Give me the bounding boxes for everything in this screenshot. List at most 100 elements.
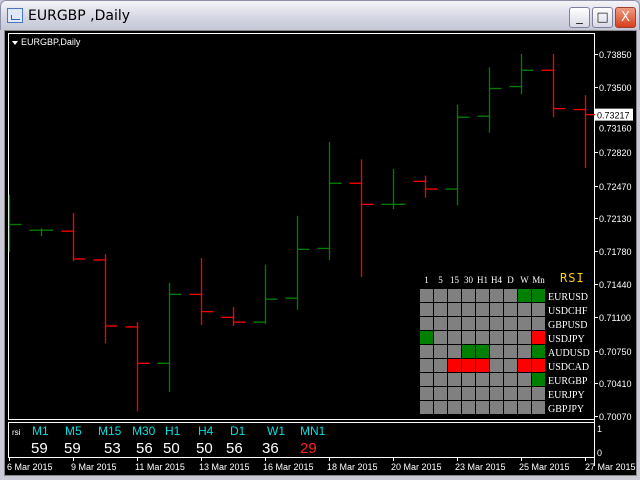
price-label: 0.70070 bbox=[599, 412, 632, 422]
rsi-matrix-cell bbox=[518, 317, 531, 330]
rsi-matrix-cell bbox=[518, 331, 531, 344]
rsi-matrix-cell bbox=[462, 303, 475, 316]
window-title: EURGBP ,Daily bbox=[28, 8, 131, 24]
rsi-matrix-pair-label: USDCAD bbox=[548, 362, 589, 373]
rsi-matrix-cell bbox=[448, 373, 461, 386]
rsi-value: 50 bbox=[196, 440, 213, 457]
rsi-timeframe-label: M1 bbox=[32, 424, 49, 438]
rsi-timeframe-label: H1 bbox=[165, 424, 181, 438]
rsi-matrix-cell bbox=[448, 289, 461, 302]
rsi-matrix-cell bbox=[532, 289, 545, 302]
rsi-matrix-cell bbox=[532, 373, 545, 386]
rsi-matrix-cell bbox=[462, 345, 475, 358]
maximize-button[interactable]: □ bbox=[592, 7, 613, 28]
rsi-matrix-cell bbox=[518, 373, 531, 386]
rsi-matrix-cell bbox=[448, 317, 461, 330]
rsi-matrix-cell bbox=[504, 345, 517, 358]
rsi-timeframe-label: M5 bbox=[65, 424, 82, 438]
rsi-matrix-pair-label: EURUSD bbox=[548, 292, 588, 303]
date-label: 6 Mar 2015 bbox=[7, 462, 53, 472]
rsi-matrix-cell bbox=[448, 303, 461, 316]
current-price-label: 0.73217 bbox=[597, 111, 630, 121]
rsi-matrix-cell bbox=[462, 331, 475, 344]
rsi-matrix-title: RSI bbox=[560, 271, 585, 285]
rsi-matrix-cell bbox=[448, 345, 461, 358]
date-label: 23 Mar 2015 bbox=[455, 462, 506, 472]
rsi-matrix-cell bbox=[490, 317, 503, 330]
date-label: 18 Mar 2015 bbox=[327, 462, 378, 472]
rsi-matrix-cell bbox=[532, 345, 545, 358]
minimize-button[interactable]: _ bbox=[569, 7, 590, 28]
rsi-matrix-pair-label: USDJPY bbox=[548, 334, 585, 345]
rsi-timeframe-label: M30 bbox=[132, 424, 156, 438]
rsi-matrix-cell bbox=[462, 317, 475, 330]
rsi-matrix-cell bbox=[504, 373, 517, 386]
rsi-matrix-cell bbox=[448, 401, 461, 414]
price-label: 0.73850 bbox=[599, 50, 632, 60]
rsi-matrix-cell bbox=[504, 303, 517, 316]
rsi-matrix-cell bbox=[420, 359, 433, 372]
rsi-matrix-cell bbox=[462, 401, 475, 414]
rsi-matrix-cell bbox=[532, 331, 545, 344]
rsi-matrix-column-header: Mn bbox=[532, 275, 545, 285]
rsi-matrix-pair-label: GBPJPY bbox=[548, 404, 584, 415]
rsi-matrix-cell bbox=[504, 331, 517, 344]
price-label: 0.70410 bbox=[599, 379, 632, 389]
rsi-matrix-cell bbox=[476, 387, 489, 400]
indicator-name-label: rsi bbox=[12, 428, 21, 437]
date-label: 11 Mar 2015 bbox=[135, 462, 185, 472]
rsi-matrix-cell bbox=[490, 387, 503, 400]
rsi-matrix-cell bbox=[420, 401, 433, 414]
rsi-matrix-cell bbox=[504, 317, 517, 330]
rsi-matrix-pair-label: EURJPY bbox=[548, 390, 585, 401]
rsi-matrix-cell bbox=[476, 303, 489, 316]
date-label: 9 Mar 2015 bbox=[71, 462, 117, 472]
rsi-matrix-column-header: 5 bbox=[438, 275, 443, 285]
rsi-matrix-cell bbox=[490, 359, 503, 372]
date-label: 25 Mar 2015 bbox=[519, 462, 570, 472]
rsi-matrix-cell bbox=[434, 303, 447, 316]
rsi-value: 29 bbox=[300, 440, 317, 457]
rsi-matrix-cell bbox=[532, 387, 545, 400]
rsi-timeframe-label: D1 bbox=[230, 424, 246, 438]
price-label: 0.71780 bbox=[599, 247, 632, 257]
rsi-matrix-cell bbox=[448, 359, 461, 372]
indicator-scale-min: 0 bbox=[597, 448, 602, 458]
rsi-matrix-cell bbox=[518, 401, 531, 414]
dropdown-triangle-icon bbox=[12, 41, 18, 45]
price-label: 0.72820 bbox=[599, 148, 632, 158]
rsi-matrix-cell bbox=[532, 317, 545, 330]
date-label: 13 Mar 2015 bbox=[199, 462, 250, 472]
rsi-value: 36 bbox=[262, 440, 279, 457]
close-button[interactable]: X bbox=[615, 7, 636, 28]
price-label: 0.72470 bbox=[599, 182, 632, 192]
rsi-timeframe-label: W1 bbox=[267, 424, 285, 438]
current-price-box bbox=[595, 108, 633, 121]
rsi-matrix-cell bbox=[518, 387, 531, 400]
rsi-matrix-cell bbox=[434, 289, 447, 302]
rsi-matrix-cell bbox=[490, 289, 503, 302]
rsi-matrix-cell bbox=[420, 331, 433, 344]
rsi-matrix-cell bbox=[518, 303, 531, 316]
rsi-value: 50 bbox=[163, 440, 180, 457]
rsi-matrix-cell bbox=[532, 303, 545, 316]
rsi-matrix-cell bbox=[434, 317, 447, 330]
rsi-value: 56 bbox=[136, 440, 153, 457]
rsi-timeframe-label: M15 bbox=[98, 424, 122, 438]
rsi-matrix-pair-label: EURGBP bbox=[548, 376, 588, 387]
rsi-matrix-cell bbox=[420, 303, 433, 316]
rsi-matrix-cell bbox=[476, 345, 489, 358]
price-label: 0.73160 bbox=[599, 124, 632, 134]
rsi-matrix-cell bbox=[504, 387, 517, 400]
rsi-value: 59 bbox=[64, 440, 81, 457]
rsi-matrix-cell bbox=[518, 345, 531, 358]
title-bar: EURGBP ,Daily _ □ X bbox=[0, 0, 640, 30]
rsi-matrix-cell bbox=[504, 289, 517, 302]
rsi-value: 56 bbox=[226, 440, 243, 457]
price-label: 0.71440 bbox=[599, 280, 632, 290]
rsi-matrix-cell bbox=[420, 373, 433, 386]
rsi-matrix-cell bbox=[476, 401, 489, 414]
rsi-timeframe-label: MN1 bbox=[300, 424, 326, 438]
rsi-matrix-cell bbox=[476, 373, 489, 386]
